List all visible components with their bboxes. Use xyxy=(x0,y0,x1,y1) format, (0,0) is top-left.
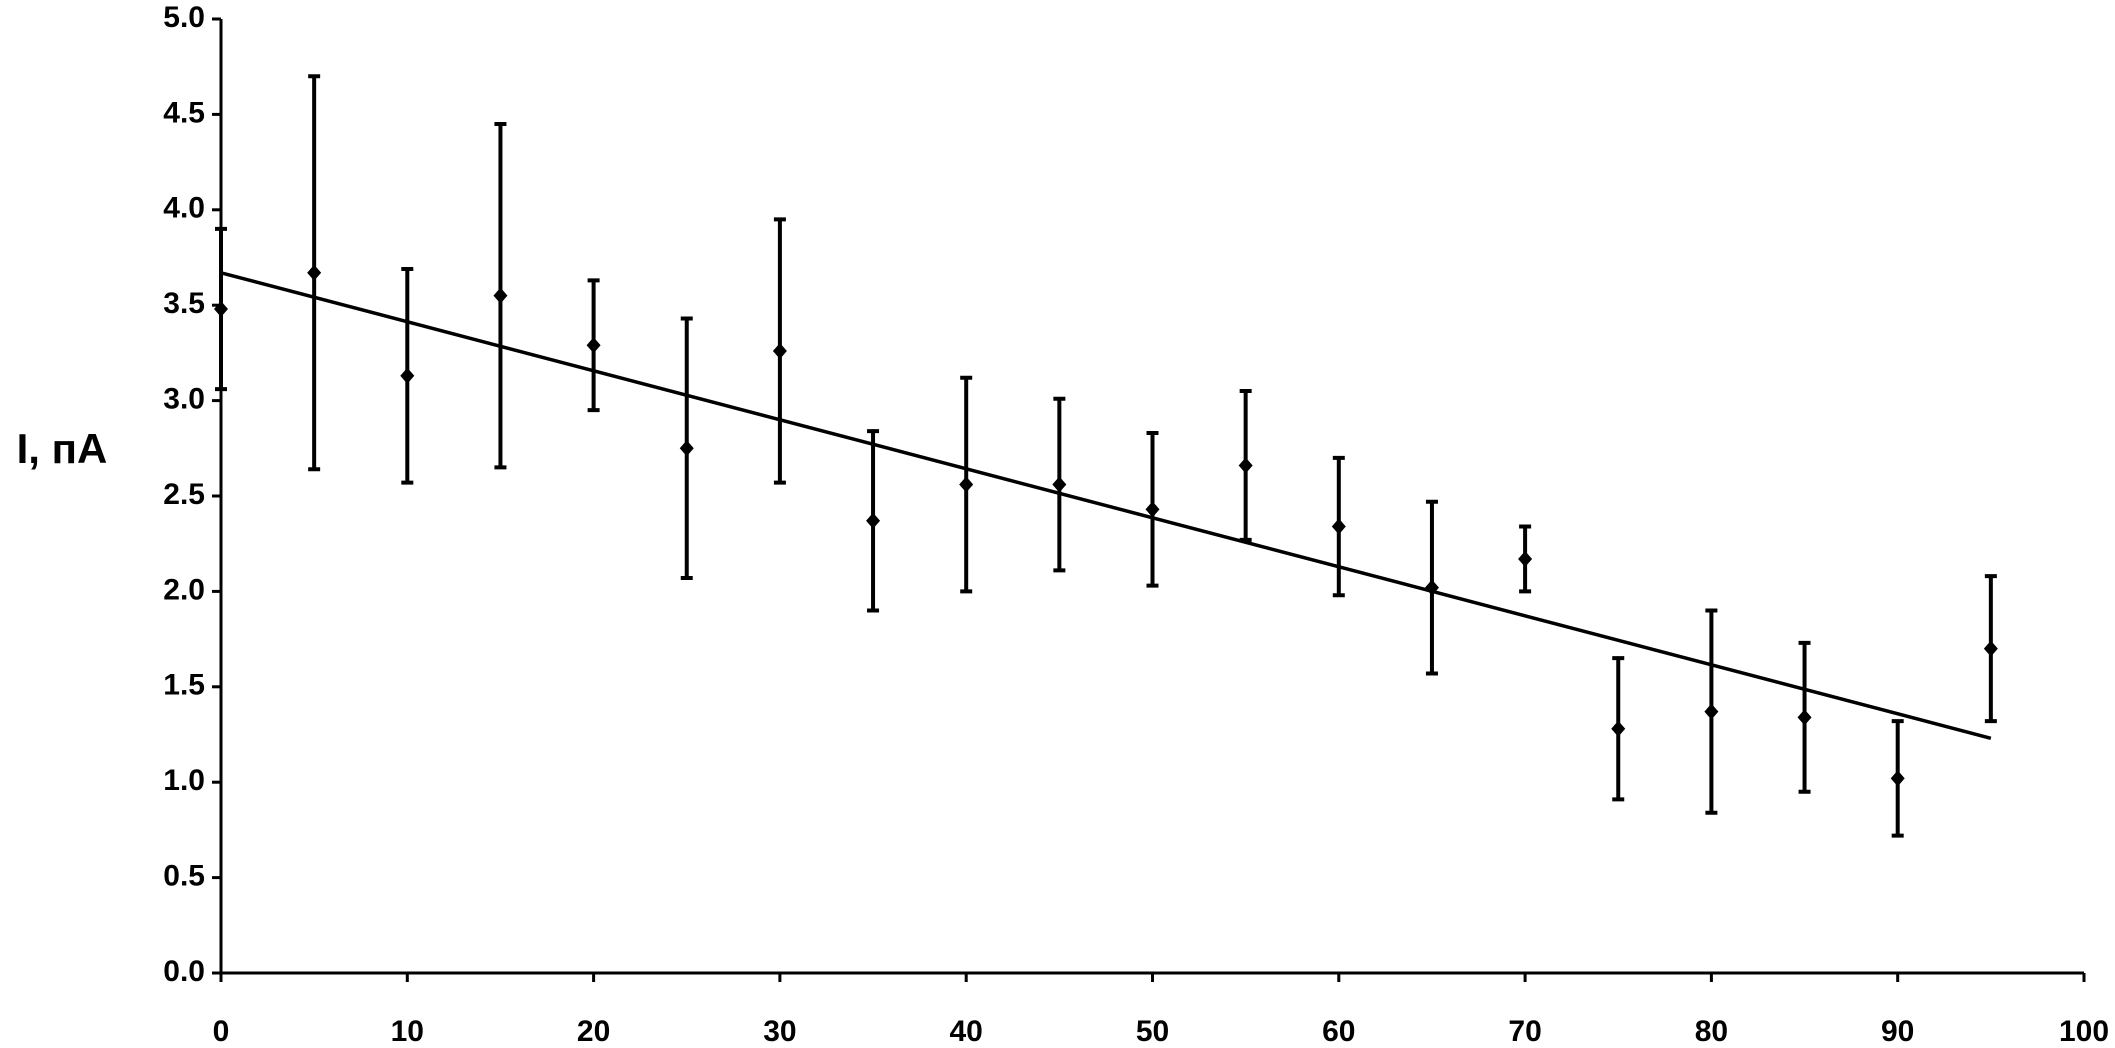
x-tick-label: 100 xyxy=(2059,1015,2109,1048)
x-tick-label: 20 xyxy=(577,1015,610,1048)
y-tick-label: 1.0 xyxy=(163,764,205,797)
point xyxy=(1611,720,1626,737)
x-tick-label: 10 xyxy=(391,1015,424,1048)
point xyxy=(1052,476,1067,493)
x-tick-label: 80 xyxy=(1695,1015,1728,1048)
point xyxy=(1983,640,1998,657)
y-axis-label: I, пА xyxy=(17,425,108,472)
x-tick-label: 30 xyxy=(763,1015,796,1048)
point xyxy=(307,264,322,281)
point xyxy=(493,287,508,304)
point xyxy=(1704,703,1719,720)
point xyxy=(1145,501,1160,518)
y-tick-label: 4.0 xyxy=(163,192,205,225)
y-tick-label: 2.0 xyxy=(163,573,205,606)
y-tick-label: 0.0 xyxy=(163,955,205,988)
x-tick-label: 50 xyxy=(1136,1015,1169,1048)
x-tick-label: 60 xyxy=(1322,1015,1355,1048)
trend-line xyxy=(220,271,1992,741)
y-tick-label: 2.5 xyxy=(163,478,205,511)
point xyxy=(1518,550,1533,567)
point xyxy=(959,476,974,493)
x-tick-label: 40 xyxy=(950,1015,983,1048)
point xyxy=(772,342,787,359)
point xyxy=(586,337,601,354)
y-tick-label: 5.0 xyxy=(163,1,205,34)
point xyxy=(1331,518,1346,535)
x-tick-label: 0 xyxy=(213,1015,230,1048)
point xyxy=(866,512,881,529)
y-tick-label: 4.5 xyxy=(163,96,205,129)
x-tick-label: 90 xyxy=(1881,1015,1914,1048)
point xyxy=(400,367,415,384)
point xyxy=(214,301,228,318)
y-tick-label: 1.5 xyxy=(163,669,205,702)
point xyxy=(1238,457,1253,474)
point xyxy=(1890,770,1905,787)
y-tick-label: 3.0 xyxy=(163,383,205,416)
point xyxy=(679,440,694,457)
y-tick-label: 3.5 xyxy=(163,287,205,320)
x-tick-label: 70 xyxy=(1508,1015,1541,1048)
y-tick-label: 0.5 xyxy=(163,860,205,893)
point xyxy=(1797,709,1812,726)
